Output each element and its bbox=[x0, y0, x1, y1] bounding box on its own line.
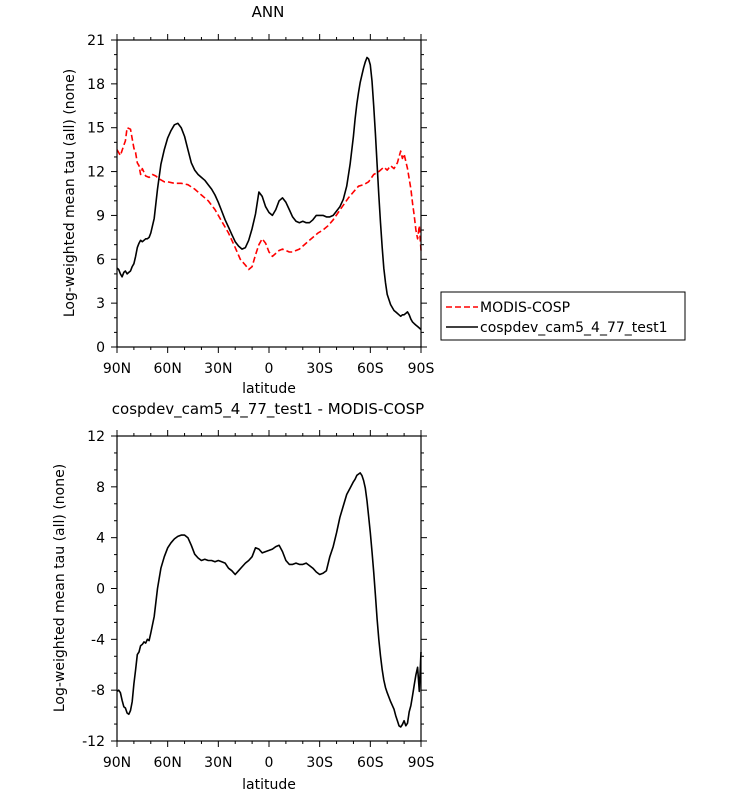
plot-frame bbox=[116, 39, 422, 348]
x-tick-label: 60S bbox=[357, 361, 384, 377]
y-tick-label: 18 bbox=[87, 77, 105, 93]
x-tick-label: 90S bbox=[408, 755, 435, 771]
x-tick-label: 0 bbox=[265, 755, 274, 771]
x-tick-label: 30S bbox=[306, 361, 333, 377]
y-tick-label: 15 bbox=[87, 121, 105, 137]
y-tick-label: 21 bbox=[87, 33, 105, 49]
legend-label-modis: MODIS-COSP bbox=[480, 300, 570, 316]
x-tick-label: 90S bbox=[408, 361, 435, 377]
legend: MODIS-COSP cospdev_cam5_4_77_test1 bbox=[440, 291, 686, 341]
y-tick-label: -12 bbox=[82, 734, 105, 750]
y-tick-label: 6 bbox=[96, 252, 105, 268]
series-line-cospdev-cam5-4-77-test1 bbox=[116, 56, 422, 331]
chart-panel-1: ANN 90N 60N 30N 0 30S 60S 90S 0 3 6 9 12 15 18 21 lati… bbox=[62, 3, 686, 397]
y-tick-label: 0 bbox=[96, 340, 105, 356]
x-tick-label: 30N bbox=[204, 361, 232, 377]
y-tick-label: 12 bbox=[87, 165, 105, 181]
x-tick-label: 90N bbox=[103, 361, 131, 377]
chart-title: cospdev_cam5_4_77_test1 - MODIS-COSP bbox=[112, 400, 424, 419]
y-axis-label: Log-weighted mean tau (all) (none) bbox=[52, 464, 68, 712]
legend-box bbox=[440, 291, 686, 341]
y-tick-label: 4 bbox=[96, 531, 105, 547]
y-tick-label: 12 bbox=[87, 429, 105, 445]
x-tick-label: 0 bbox=[265, 361, 274, 377]
x-tick-label: 90N bbox=[103, 755, 131, 771]
x-tick-label: 60S bbox=[357, 755, 384, 771]
y-tick-label: -8 bbox=[91, 683, 105, 699]
y-tick-label: 9 bbox=[96, 208, 105, 224]
y-tick-label: 8 bbox=[96, 480, 105, 496]
chart-panel-2: cospdev_cam5_4_77_test1 - MODIS-COSP 90N… bbox=[52, 400, 434, 793]
series-line-1 bbox=[116, 472, 422, 728]
legend-label-cospdev: cospdev_cam5_4_77_test1 bbox=[480, 320, 668, 336]
chart-title: ANN bbox=[252, 3, 285, 21]
series-line-modis-cosp bbox=[116, 126, 422, 271]
y-tick-label: -4 bbox=[91, 632, 105, 648]
x-tick-label: 30N bbox=[204, 755, 232, 771]
x-tick-label: 60N bbox=[154, 755, 182, 771]
x-tick-label: 30S bbox=[306, 755, 333, 771]
y-tick-label: 0 bbox=[96, 582, 105, 598]
x-axis-label: latitude bbox=[242, 777, 296, 793]
y-axis-label: Log-weighted mean tau (all) (none) bbox=[62, 69, 78, 317]
y-tick-label: 3 bbox=[96, 296, 105, 312]
x-axis-label: latitude bbox=[242, 381, 296, 397]
x-tick-label: 60N bbox=[154, 361, 182, 377]
